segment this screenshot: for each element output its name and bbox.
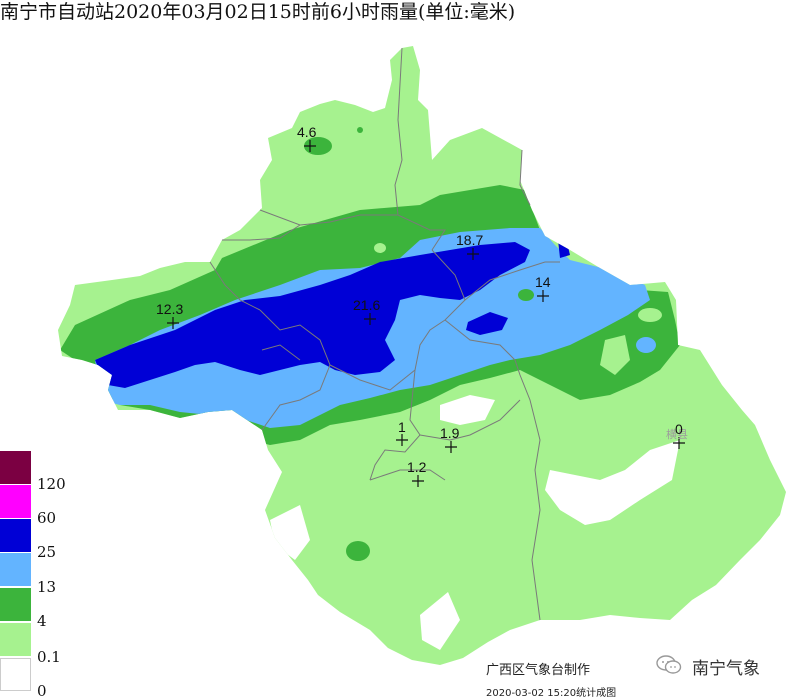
legend-label: 4 bbox=[37, 612, 47, 630]
station-value: 4.6 bbox=[297, 124, 317, 140]
county-label: 横县 bbox=[666, 427, 688, 441]
station-marker bbox=[396, 434, 408, 446]
county-boundaries bbox=[209, 47, 560, 621]
station-value: 12.3 bbox=[156, 301, 183, 317]
station-value: 18.7 bbox=[456, 232, 483, 248]
map-title: 南宁市自动站2020年03月02日15时前6小时雨量(单位:毫米) bbox=[0, 1, 516, 23]
rain-zone-25-60 bbox=[95, 242, 530, 388]
legend-swatch-25 bbox=[0, 519, 31, 552]
rain-zone-0.1-4 bbox=[638, 308, 662, 322]
station-value: 1.2 bbox=[407, 459, 427, 475]
rain-zone-4-13 bbox=[518, 289, 534, 301]
station-marker bbox=[467, 248, 479, 260]
legend-swatch-60 bbox=[0, 485, 31, 518]
station-value: 1 bbox=[398, 419, 406, 435]
station-value: 1.9 bbox=[440, 425, 460, 441]
rain-zone-4-13 bbox=[357, 127, 363, 133]
legend-label: 25 bbox=[37, 543, 57, 561]
station-marker bbox=[304, 140, 316, 152]
legend-swatch-0.1 bbox=[0, 623, 31, 656]
station-marker bbox=[445, 441, 457, 453]
maker-credit: 广西区气象台制作 bbox=[486, 663, 591, 678]
rain-zone-zero bbox=[545, 440, 680, 525]
legend-label: 0 bbox=[37, 682, 47, 700]
brand-name: 南宁气象 bbox=[692, 659, 760, 679]
rain-zone-0.1-4 bbox=[374, 243, 386, 253]
rain-zone-4-13 bbox=[304, 137, 332, 155]
station-markers bbox=[167, 140, 685, 487]
station-marker bbox=[412, 475, 424, 487]
rain-zone-4-13 bbox=[346, 541, 370, 561]
station-value: 21.6 bbox=[353, 297, 380, 313]
station-marker bbox=[364, 313, 376, 325]
legend-swatch-13 bbox=[0, 553, 31, 586]
rain-zone-25-60 bbox=[558, 238, 570, 258]
legend-swatch-120 bbox=[0, 451, 31, 484]
legend-label: 0.1 bbox=[37, 648, 61, 666]
rain-zone-25-60 bbox=[466, 312, 508, 335]
legend-swatch-0 bbox=[0, 658, 31, 691]
wechat-icon bbox=[656, 655, 682, 674]
rain-zone-zero bbox=[440, 395, 495, 425]
legend-label: 13 bbox=[37, 578, 57, 596]
station-marker bbox=[167, 317, 179, 329]
legend-swatch-4 bbox=[0, 588, 31, 621]
timestamp: 2020-03-02 15:20统计成图 bbox=[486, 688, 617, 699]
legend-label: 120 bbox=[37, 475, 66, 493]
station-marker bbox=[673, 437, 685, 449]
station-value: 14 bbox=[535, 274, 551, 290]
station-value: 0 bbox=[675, 421, 683, 437]
rain-zone-0.1-4 bbox=[600, 335, 630, 375]
legend-label: 60 bbox=[37, 509, 57, 527]
rain-zone-zero bbox=[420, 592, 460, 650]
station-marker bbox=[537, 290, 549, 302]
rain-zone-13-25 bbox=[636, 337, 656, 353]
